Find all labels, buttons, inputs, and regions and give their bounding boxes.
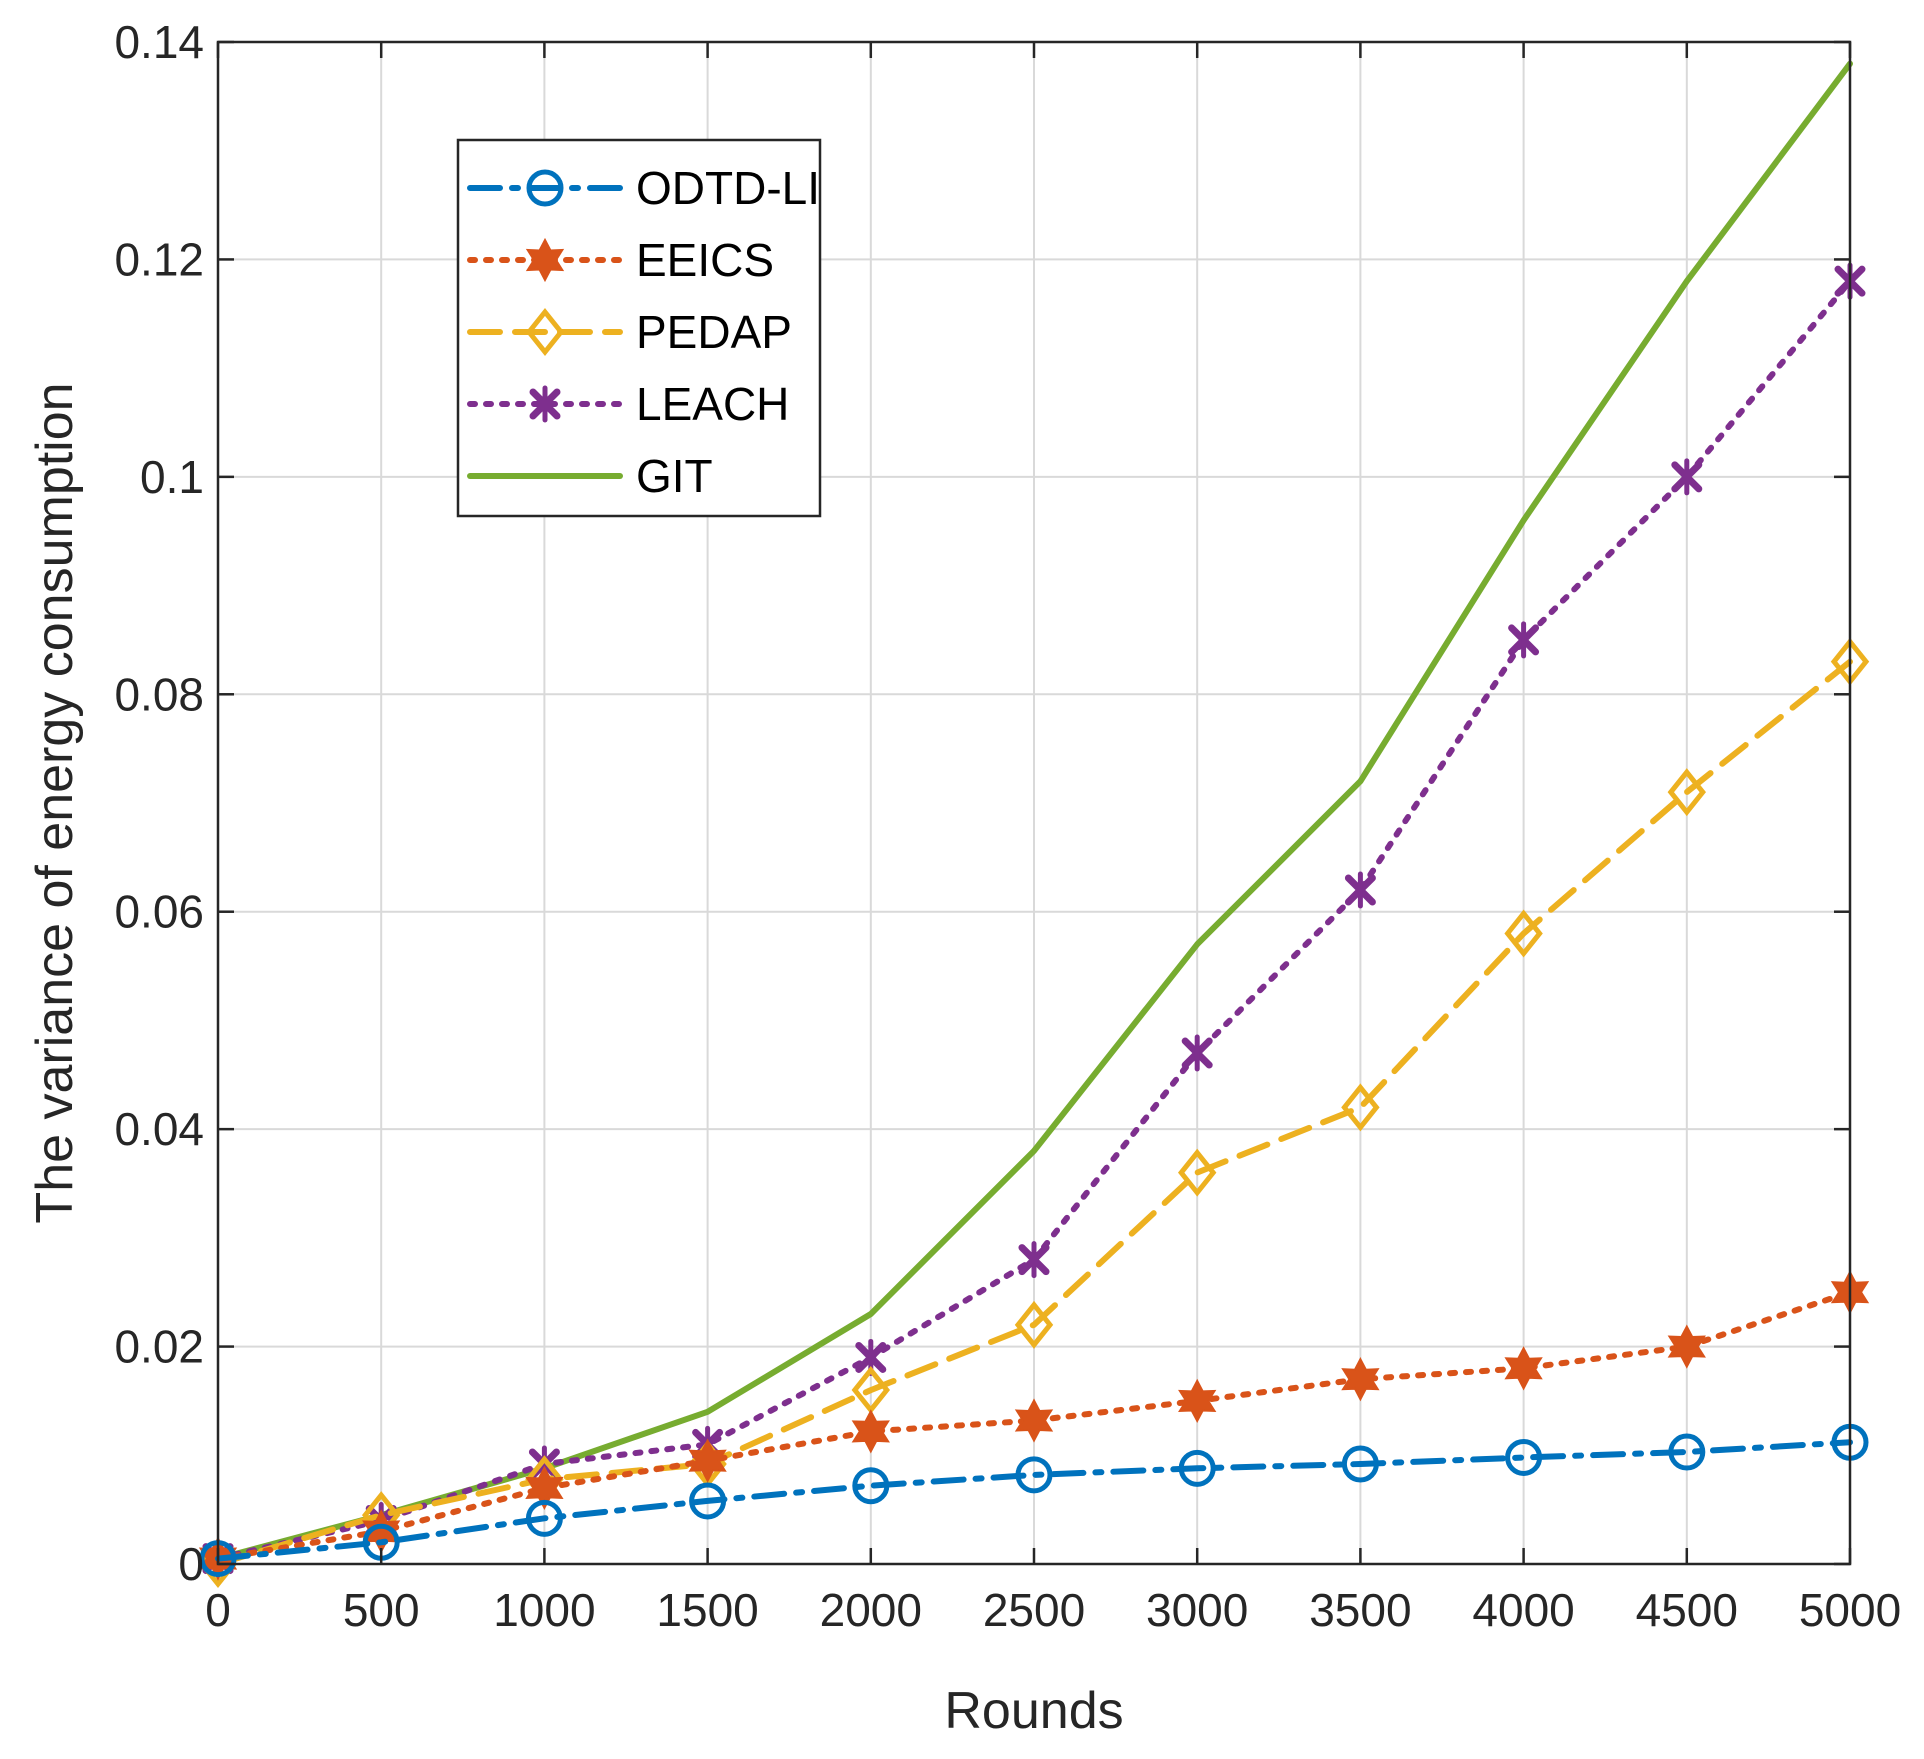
point-odtd-li-8 xyxy=(1505,1438,1543,1476)
y-axis-title: The variance of energy consumption xyxy=(26,382,84,1223)
point-odtd-li-6 xyxy=(1178,1449,1216,1487)
point-odtd-li-2 xyxy=(525,1499,563,1537)
x-tick-label-8: 4000 xyxy=(1472,1584,1574,1636)
axis-ticks: 0 500 1000 1500 2000 2500 3000 3500 4000 4500 5000… xyxy=(114,16,1901,1636)
point-pedap-6 xyxy=(1177,1148,1217,1197)
point-leach-8 xyxy=(1508,621,1540,659)
point-eeics-9 xyxy=(1667,1324,1706,1369)
point-eeics-8 xyxy=(1504,1346,1543,1391)
x-tick-label-2: 1000 xyxy=(493,1584,595,1636)
x-tick-label-5: 2500 xyxy=(983,1584,1085,1636)
point-eeics-5 xyxy=(1014,1398,1054,1443)
y-tick-label-7: 0.14 xyxy=(114,16,204,68)
x-tick-label-6: 3000 xyxy=(1146,1584,1248,1636)
point-leach-9 xyxy=(1671,458,1703,496)
point-pedap-7 xyxy=(1341,1083,1380,1132)
legend-marker-eeics xyxy=(525,237,565,283)
series-line-pedap xyxy=(215,658,1853,1567)
y-tick-label-1: 0.02 xyxy=(114,1321,204,1373)
y-tick-label-2: 0.04 xyxy=(114,1103,204,1155)
x-tick-label-10: 5000 xyxy=(1799,1584,1901,1636)
x-tick-label-0: 0 xyxy=(205,1584,231,1636)
x-tick-label-4: 2000 xyxy=(820,1584,922,1636)
legend-item-git: GIT xyxy=(467,450,713,502)
x-tick-label-9: 4500 xyxy=(1636,1584,1738,1636)
y-tick-label-0: 0 xyxy=(178,1538,204,1590)
point-odtd-li-4 xyxy=(852,1467,890,1505)
point-pedap-9 xyxy=(1667,768,1707,817)
legend-label-odtd-li: ODTD-LI xyxy=(636,162,820,214)
point-eeics-2 xyxy=(525,1465,564,1511)
series-eeics xyxy=(198,1270,1870,1581)
point-leach-7 xyxy=(1344,871,1376,909)
point-odtd-li-3 xyxy=(689,1482,727,1520)
point-pedap-5 xyxy=(1014,1300,1054,1349)
point-eeics-4 xyxy=(851,1409,890,1454)
y-tick-label-5: 0.1 xyxy=(140,451,204,503)
series-git xyxy=(215,60,1853,1562)
point-eeics-3 xyxy=(688,1438,727,1483)
point-odtd-li-7 xyxy=(1341,1445,1379,1483)
legend-item-pedap: PEDAP xyxy=(467,306,792,358)
legend-marker-pedap xyxy=(525,307,565,357)
x-tick-label-7: 3500 xyxy=(1309,1584,1411,1636)
point-eeics-7 xyxy=(1341,1357,1380,1402)
point-odtd-li-9 xyxy=(1668,1433,1706,1471)
x-tick-label-3: 1500 xyxy=(656,1584,758,1636)
x-axis-title: Rounds xyxy=(944,1682,1123,1740)
legend-label-pedap: PEDAP xyxy=(636,306,792,358)
legend: ODTD-LI EEICS PEDAP LEACH GIT xyxy=(456,138,822,518)
y-tick-label-4: 0.08 xyxy=(114,668,204,720)
legend-item-odtd-li: ODTD-LI xyxy=(467,162,820,214)
legend-label-eeics: EEICS xyxy=(636,234,774,286)
point-odtd-li-5 xyxy=(1015,1456,1053,1494)
legend-marker-leach xyxy=(529,385,561,423)
point-leach-5 xyxy=(1018,1241,1050,1279)
legend-box xyxy=(456,138,822,518)
point-pedap-8 xyxy=(1504,909,1543,958)
x-tick-label-1: 500 xyxy=(343,1584,420,1636)
series-line-odtd-li xyxy=(215,1439,1853,1562)
legend-label-leach: LEACH xyxy=(636,378,789,430)
y-tick-label-3: 0.06 xyxy=(114,886,204,938)
point-eeics-6 xyxy=(1178,1378,1217,1424)
legend-item-leach: LEACH xyxy=(467,378,789,430)
series-line-git xyxy=(215,60,1853,1562)
legend-item-eeics: EEICS xyxy=(467,234,774,286)
y-tick-label-6: 0.12 xyxy=(114,233,204,285)
legend-marker-odtd-li xyxy=(526,169,564,207)
point-leach-6 xyxy=(1181,1034,1213,1072)
legend-label-git: GIT xyxy=(636,450,713,502)
